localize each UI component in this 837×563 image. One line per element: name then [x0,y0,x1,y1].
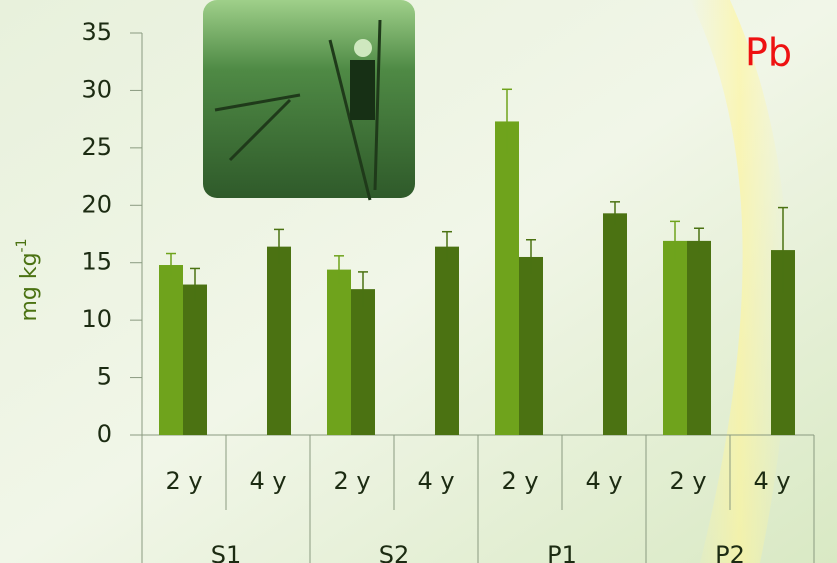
y-tick-label: 0 [97,420,112,448]
y-tick-label: 25 [81,133,112,161]
bar [603,213,627,435]
y-tick-label: 35 [81,18,112,46]
photo-detail [350,60,375,120]
bar [327,269,351,435]
bar [495,121,519,435]
x-tick-label: 4 y [585,467,622,495]
bar [267,246,291,435]
group-label: S1 [211,541,242,563]
photo [203,0,415,201]
x-tick-label: 2 y [165,467,202,495]
x-tick-label: 4 y [249,467,286,495]
y-tick-label: 10 [81,305,112,333]
y-tick-label: 30 [81,75,112,103]
photo-frame [203,0,415,198]
chart-title: Pb [745,31,792,75]
bar [519,256,543,435]
y-tick-label: 15 [81,248,112,276]
x-tick-label: 4 y [753,467,790,495]
photo-detail [214,19,382,201]
y-axis-label-text: mg kg [17,252,42,321]
x-tick-label: 4 y [417,467,454,495]
y-tick-label: 5 [97,363,112,391]
y-tick-label: 20 [81,190,112,218]
y-axis-label-sup: -1 [14,238,30,252]
bar [687,240,711,435]
y-axis-label: mg kg-1 [14,238,42,321]
group-label: P1 [547,541,577,563]
photo-detail [354,39,372,57]
x-tick-label: 2 y [333,467,370,495]
bar [159,265,183,435]
background-swoosh [690,0,789,563]
bar [435,246,459,435]
group-label: P2 [715,541,745,563]
bar [663,240,687,435]
bar [351,289,375,435]
x-tick-label: 2 y [669,467,706,495]
group-label: S2 [379,541,410,563]
x-tick-label: 2 y [501,467,538,495]
bar [183,284,207,435]
